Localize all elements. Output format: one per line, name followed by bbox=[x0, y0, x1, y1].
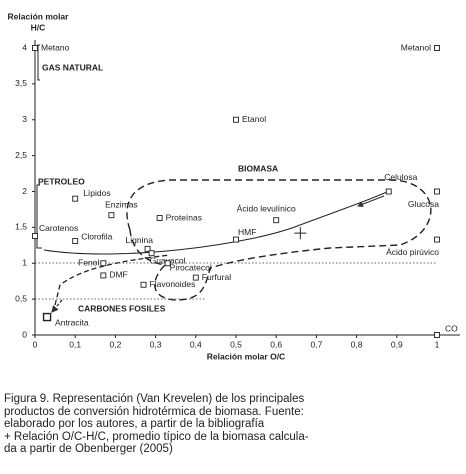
y-axis-title: H/C bbox=[31, 22, 46, 32]
region-label: PETROLEO bbox=[38, 176, 85, 186]
axis-title: Relación molar H/C Relación molar O/C bbox=[8, 11, 286, 361]
x-tick-label: 0,3 bbox=[150, 339, 162, 349]
point-label: Fenol bbox=[78, 258, 99, 268]
point-label: Metano bbox=[41, 42, 70, 52]
data-point bbox=[273, 217, 280, 224]
caption-line: + Relación O/C-H/C, promedio típico de l… bbox=[4, 430, 309, 443]
y-axis-title: Relación molar bbox=[8, 11, 70, 21]
x-tick-label: 0,8 bbox=[351, 339, 363, 349]
point-label: Lípidos bbox=[83, 188, 110, 198]
data-point bbox=[32, 233, 38, 239]
x-tick-label: 1 bbox=[435, 339, 440, 349]
caption: Figura 9. Representación (Van Krevelen) … bbox=[4, 393, 462, 456]
point-label: Furfural bbox=[202, 272, 231, 282]
y-tick-label: 3,5 bbox=[15, 78, 27, 88]
caption-line: Figura 9. Representación (Van Krevelen) … bbox=[4, 393, 305, 405]
data-point bbox=[140, 281, 147, 288]
point-label: Celulosa bbox=[384, 172, 417, 182]
caption-line: productos de conversión hidrotérmica de … bbox=[4, 405, 304, 418]
x-tick-label: 0,6 bbox=[270, 339, 282, 349]
point-label: Pirocatecol bbox=[170, 263, 212, 273]
data-point bbox=[108, 212, 115, 219]
data-point bbox=[156, 215, 163, 221]
data-point bbox=[144, 245, 151, 252]
point-label: Carotenos bbox=[39, 223, 78, 233]
region-label: BIOMASA bbox=[238, 163, 278, 173]
point-label: CO bbox=[445, 323, 458, 333]
point-label: HMF bbox=[238, 227, 256, 237]
axes bbox=[34, 40, 460, 336]
region-label: CARBONES FOSILES bbox=[78, 303, 166, 313]
data-point bbox=[434, 332, 440, 338]
data-point bbox=[233, 236, 239, 243]
y-tick-label: 1,5 bbox=[15, 222, 27, 232]
data-point bbox=[72, 195, 79, 202]
caption-line: elaborado por los autores, a partir de l… bbox=[4, 418, 265, 431]
data-point bbox=[164, 260, 171, 267]
x-tick-label: 0,5 bbox=[230, 339, 242, 349]
point-label: Lignina bbox=[126, 235, 154, 245]
point-label: Antracita bbox=[55, 317, 89, 327]
data-point bbox=[72, 238, 79, 244]
y-tick-label: 2 bbox=[22, 186, 27, 196]
data-point bbox=[42, 312, 52, 322]
x-axis-title: Relación molar O/C bbox=[207, 351, 285, 361]
y-tick-label: 0 bbox=[22, 329, 27, 339]
data-point bbox=[434, 236, 440, 243]
point-label: DMF bbox=[109, 270, 127, 280]
caption-line: da a partir de Obenberger (2005) bbox=[4, 443, 173, 456]
x-tick-label: 0,4 bbox=[190, 339, 202, 349]
point-label: Enzimas bbox=[105, 199, 138, 209]
y-tick-label: 3 bbox=[22, 114, 27, 124]
x-tick-label: 0,2 bbox=[109, 339, 121, 349]
point-label: Etanol bbox=[242, 114, 266, 124]
x-tick-label: 0,9 bbox=[391, 339, 403, 349]
y-tick-label: 4 bbox=[22, 42, 27, 52]
point-label: Metanol bbox=[401, 42, 431, 52]
data-point bbox=[32, 45, 38, 51]
y-tick-label: 1 bbox=[22, 258, 27, 268]
x-tick-label: 0 bbox=[33, 339, 38, 349]
y-tick-label: 2,5 bbox=[15, 150, 27, 160]
point-label: Ácido levulínico bbox=[237, 203, 296, 213]
data-point bbox=[192, 274, 199, 281]
data-point bbox=[148, 250, 155, 257]
x-tick-label: 0,7 bbox=[310, 339, 322, 349]
mean-point bbox=[294, 227, 307, 240]
data-point bbox=[100, 260, 107, 267]
data-point bbox=[434, 45, 440, 51]
data-point bbox=[100, 272, 107, 279]
region-label: GAS NATURAL bbox=[42, 62, 103, 72]
point-label: Clorofila bbox=[81, 231, 112, 241]
point-label: Proteínas bbox=[166, 212, 202, 222]
data-point bbox=[434, 188, 440, 195]
data-point bbox=[233, 116, 239, 123]
point-label: Flavonoides bbox=[150, 279, 196, 289]
region-outlines bbox=[36, 44, 432, 313]
data-point bbox=[385, 188, 392, 195]
chart: Relación molar H/C Relación molar O/C GA… bbox=[8, 11, 460, 361]
point-label: Glucosa bbox=[408, 199, 439, 209]
x-tick-label: 0,1 bbox=[69, 339, 81, 349]
point-label: Ácido pirúvico bbox=[386, 247, 439, 257]
y-tick-label: 0,5 bbox=[15, 293, 27, 303]
